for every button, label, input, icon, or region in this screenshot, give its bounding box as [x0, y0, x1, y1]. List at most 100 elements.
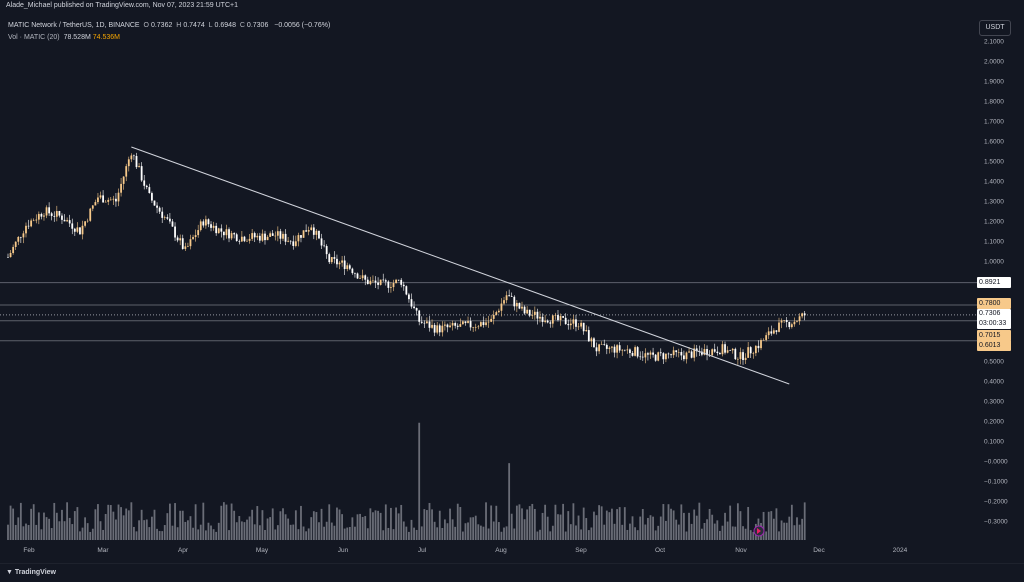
- volume-bar: [431, 509, 433, 540]
- volume-bar: [174, 503, 176, 540]
- candle-body: [192, 237, 194, 240]
- candle-body: [45, 207, 48, 216]
- volume-bar: [104, 513, 107, 540]
- tradingview-logo[interactable]: ▼ TradingView: [6, 564, 56, 582]
- candle-body: [400, 279, 403, 285]
- price-tick-label: 1.1000: [984, 239, 1004, 246]
- volume-bar: [91, 528, 94, 540]
- replay-icon[interactable]: [753, 525, 765, 537]
- candle-body: [559, 316, 562, 321]
- volume-bar: [598, 505, 600, 540]
- candle-body: [76, 227, 79, 232]
- candle-body: [384, 280, 387, 282]
- candle-body: [564, 317, 567, 325]
- candle-body: [611, 346, 613, 348]
- volume-bar: [569, 524, 572, 540]
- candle-body: [618, 345, 621, 351]
- candle-body: [233, 233, 236, 235]
- volume-bar: [215, 531, 218, 540]
- candle-body: [187, 246, 189, 247]
- volume-bar: [649, 515, 652, 540]
- candle-body: [503, 300, 505, 304]
- volume-bar: [204, 530, 207, 540]
- candle-body: [557, 315, 559, 321]
- price-axis[interactable]: 2.1000 2.0000 1.9000 1.8000 1.7000 1.6000 1.50…: [984, 39, 1008, 526]
- volume-row: Vol · MATIC (20) 78.528M 74.536M: [8, 32, 330, 44]
- volume-bar: [30, 508, 33, 540]
- volume-bar: [184, 521, 187, 540]
- candle-body: [354, 273, 356, 274]
- volume-bar: [631, 516, 634, 540]
- symbol-name[interactable]: MATIC Network / TetherUS, 1D, BINANCE: [8, 22, 140, 29]
- volume-bar: [590, 527, 593, 540]
- candle-body: [418, 310, 421, 322]
- candle-body: [739, 352, 742, 359]
- volume-bar: [35, 524, 38, 540]
- candle-body: [117, 192, 120, 202]
- candle-body: [97, 197, 99, 203]
- volume-bar: [796, 517, 798, 540]
- volume-bar: [423, 509, 426, 540]
- volume-bar: [444, 519, 446, 540]
- candle-body: [109, 199, 112, 201]
- candle-body: [359, 278, 361, 279]
- candle-body: [145, 185, 148, 188]
- candle-body: [544, 320, 547, 322]
- volume-bar: [585, 518, 588, 540]
- candle-body: [590, 338, 593, 342]
- candle-body: [127, 159, 130, 167]
- candle-body: [577, 326, 580, 328]
- candle-body: [37, 213, 40, 220]
- candle-body: [215, 225, 218, 234]
- volume-bar: [652, 516, 654, 540]
- candle-body: [122, 176, 125, 184]
- candle-body: [641, 356, 644, 358]
- volume-bar: [68, 517, 71, 540]
- candle-body: [40, 213, 43, 217]
- volume-bar: [233, 510, 236, 540]
- volume-bar: [343, 528, 346, 540]
- trendline[interactable]: [131, 146, 790, 385]
- candle-body: [238, 241, 241, 242]
- candle-body: [562, 316, 565, 318]
- volume-bar: [703, 522, 706, 540]
- time-axis[interactable]: Feb Mar Apr May Jun Jul Aug Sep Oct Nov Dec 2024: [23, 547, 907, 554]
- volume-bar: [528, 506, 531, 540]
- volume-bar: [300, 505, 302, 540]
- volume-bar: [274, 529, 277, 540]
- volume-bar: [197, 529, 200, 540]
- price-chart[interactable]: 2.1000 2.0000 1.9000 1.8000 1.7000 1.6000 1.50…: [0, 0, 1024, 563]
- volume-bar: [235, 522, 238, 540]
- candle-body: [528, 309, 531, 316]
- volume-bar: [487, 528, 490, 540]
- volume-bar: [220, 505, 223, 540]
- volume-bar: [724, 512, 726, 540]
- candle-body: [163, 217, 166, 218]
- volume-bar: [683, 512, 685, 540]
- tv-logo-icon: ▼: [6, 569, 13, 576]
- currency-button[interactable]: USDT: [979, 20, 1011, 36]
- volume-bar: [629, 523, 631, 540]
- candle-body: [449, 325, 451, 328]
- candle-body: [613, 346, 616, 353]
- price-tick-label: −0.3000: [984, 519, 1008, 526]
- volume-bar: [130, 502, 133, 540]
- candle-body: [204, 219, 207, 226]
- candle-body: [158, 207, 161, 212]
- volume-bar: [207, 522, 210, 540]
- volume-bar: [459, 507, 462, 540]
- candle-body: [156, 205, 158, 208]
- candle-body: [479, 322, 482, 327]
- volume-bar: [7, 524, 9, 540]
- volume-bar: [17, 517, 20, 540]
- candle-body: [672, 350, 675, 356]
- volume-bar: [706, 519, 708, 540]
- candle-body: [43, 215, 45, 217]
- candle-body: [662, 353, 665, 360]
- candle-body: [474, 327, 477, 328]
- candle-body: [307, 230, 310, 232]
- volume-bar: [341, 514, 343, 540]
- volume-bar: [731, 526, 734, 540]
- volume-label[interactable]: Vol · MATIC (20): [8, 34, 60, 41]
